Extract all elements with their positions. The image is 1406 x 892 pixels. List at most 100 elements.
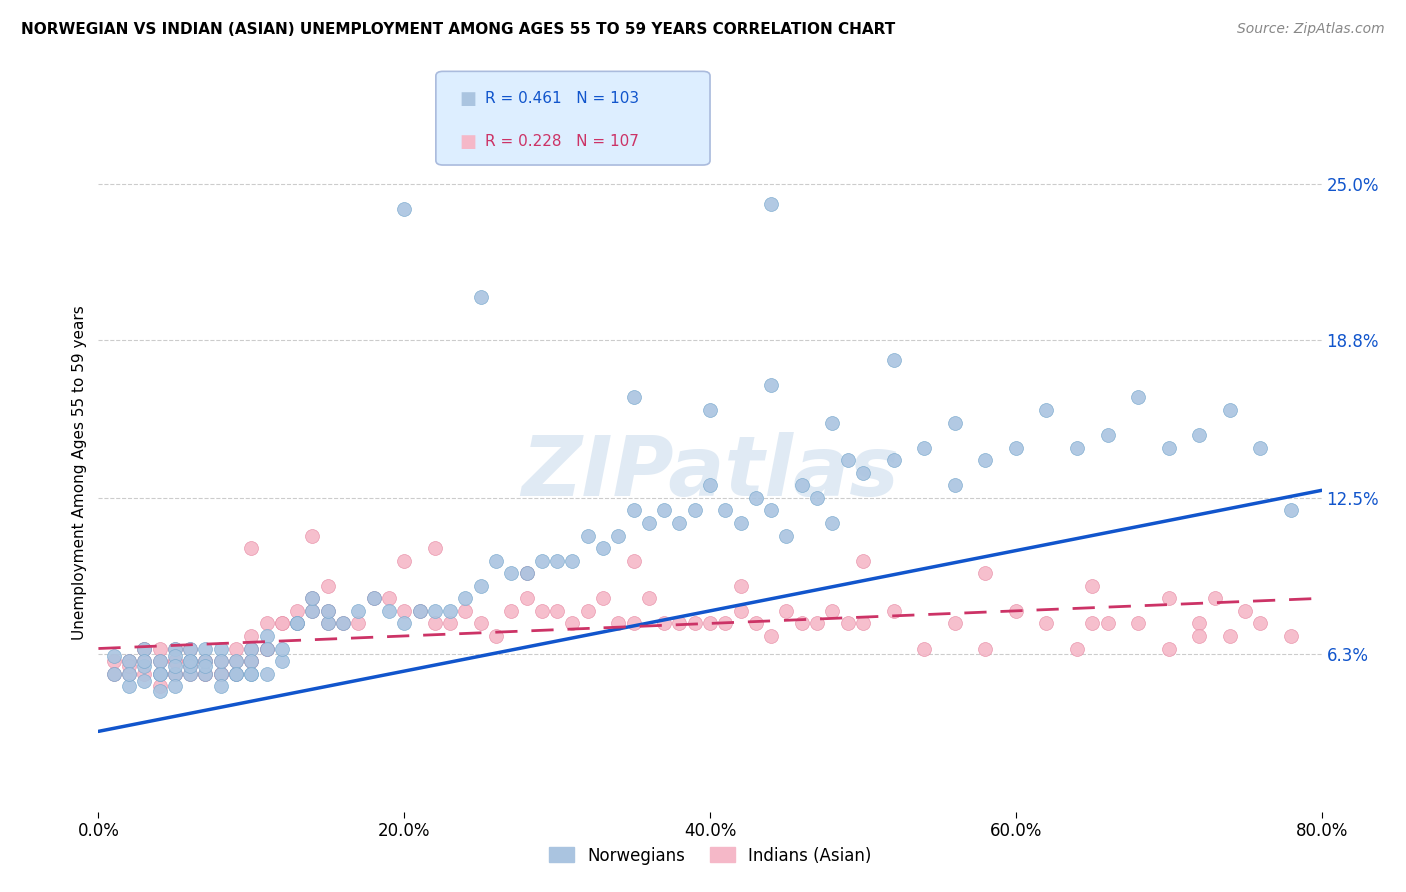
Point [1219,629,1241,643]
Point [730,516,752,530]
Point [363,591,385,606]
Point [470,290,492,304]
Point [270,641,294,656]
Point [699,403,721,417]
Point [470,579,492,593]
Point [194,666,217,681]
Point [516,566,538,581]
Point [1097,428,1119,442]
Point [837,453,859,467]
Point [806,616,828,631]
Point [883,352,905,367]
Point [1035,616,1057,631]
Point [1250,441,1272,455]
Point [775,528,797,542]
Point [1157,441,1180,455]
Point [256,629,278,643]
Point [301,604,323,618]
Point [149,684,172,698]
Point [392,202,416,216]
Point [301,591,323,606]
Point [285,616,308,631]
Point [134,659,156,673]
Point [316,616,339,631]
Point [378,604,401,618]
Point [392,554,416,568]
Point [837,616,859,631]
Point [516,566,538,581]
Point [163,659,186,673]
Point [163,654,186,668]
Point [270,654,294,668]
Point [149,641,172,656]
Point [179,641,201,656]
Point [730,604,752,618]
Point [745,616,768,631]
Point [256,666,278,681]
Point [209,654,232,668]
Point [179,654,201,668]
Point [316,604,339,618]
Point [149,654,172,668]
Point [225,666,247,681]
Point [134,654,156,668]
Point [439,604,461,618]
Point [285,616,308,631]
Point [761,503,783,517]
Point [179,666,201,681]
Point [240,541,263,555]
Point [240,641,263,656]
Point [149,666,172,681]
Point [179,641,201,656]
Point [454,591,477,606]
Point [1219,403,1241,417]
Point [118,654,141,668]
Point [592,541,614,555]
Point [974,566,997,581]
Point [470,616,492,631]
Point [668,516,690,530]
Point [149,654,172,668]
Point [301,591,323,606]
Point [974,641,997,656]
Point [1035,403,1057,417]
Point [943,616,966,631]
Point [530,554,553,568]
Point [347,616,370,631]
Point [149,666,172,681]
Point [821,604,844,618]
Point [761,629,783,643]
Point [775,604,797,618]
Point [163,654,186,668]
Point [1188,629,1211,643]
Point [423,616,446,631]
Point [623,503,645,517]
Point [1157,591,1180,606]
Point [912,641,935,656]
Point [225,654,247,668]
Point [194,654,217,668]
Point [179,666,201,681]
Text: ZIPatlas: ZIPatlas [522,433,898,513]
Point [301,528,323,542]
Point [501,566,523,581]
Point [118,659,141,673]
Point [285,604,308,618]
Point [1250,616,1272,631]
Point [103,666,125,681]
Point [163,666,186,681]
Point [256,641,278,656]
Point [423,604,446,618]
Point [576,528,599,542]
Point [852,466,875,480]
Point [1188,616,1211,631]
Point [714,503,737,517]
Point [501,604,523,618]
Point [485,554,508,568]
Point [240,666,263,681]
Point [1128,616,1150,631]
Point [546,604,568,618]
Point [821,516,844,530]
Point [256,641,278,656]
Point [454,604,477,618]
